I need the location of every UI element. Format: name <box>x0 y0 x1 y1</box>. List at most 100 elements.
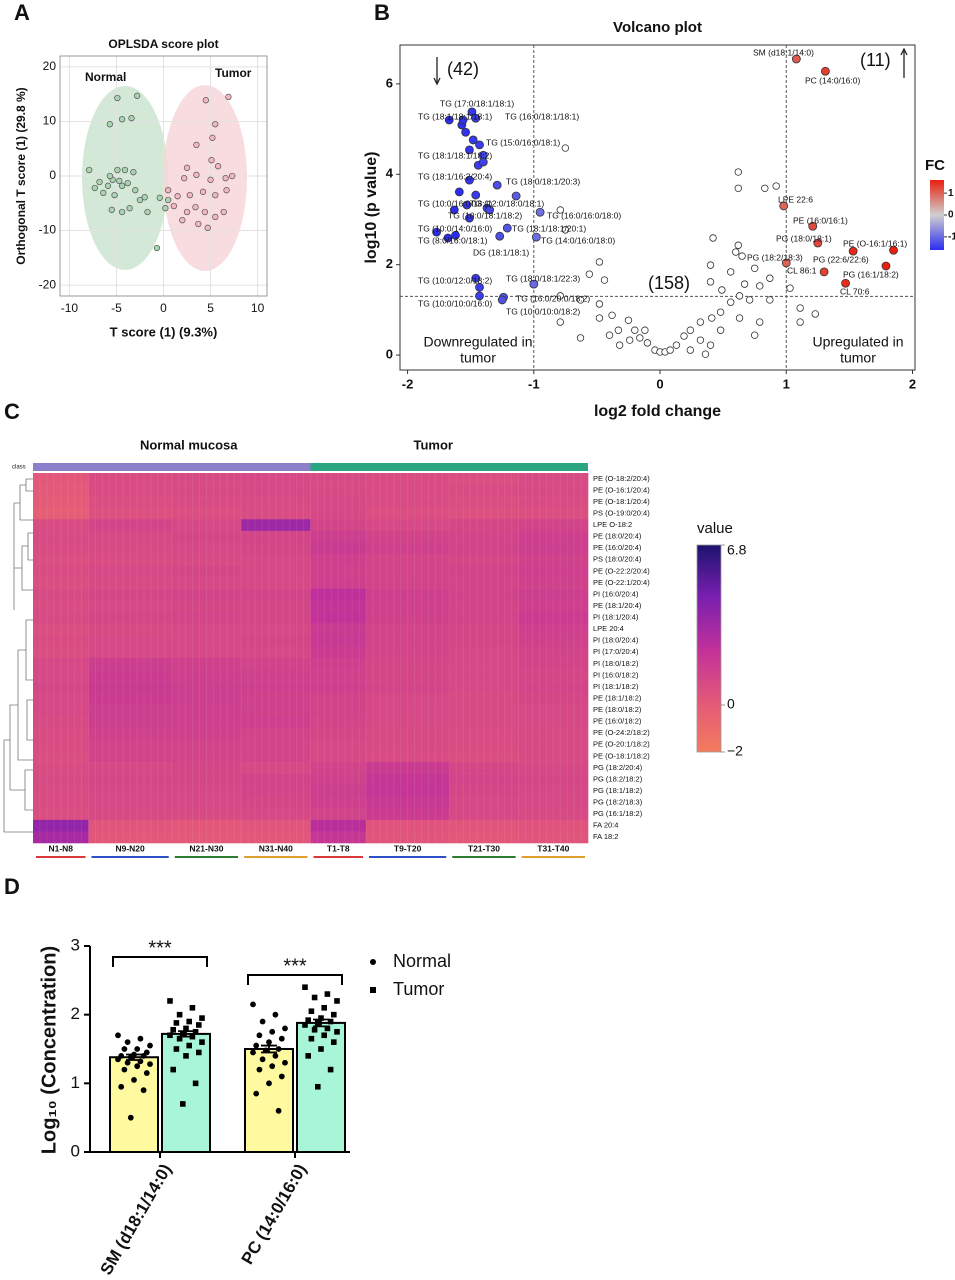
point <box>475 140 484 150</box>
heatmap-cell <box>171 646 242 659</box>
data-point <box>321 1032 327 1039</box>
point <box>475 282 484 292</box>
data-point <box>121 1066 128 1073</box>
heatmap-cell <box>88 727 173 740</box>
data-point <box>327 1066 334 1073</box>
heatmap-cell <box>310 530 367 543</box>
heatmap-cell <box>88 473 173 485</box>
annotation: (11) <box>860 50 891 70</box>
point <box>750 331 759 339</box>
heatmap-cell <box>449 507 519 520</box>
heatmap-cell <box>449 577 519 589</box>
point <box>202 97 209 104</box>
group-label: N9-N20 <box>115 843 145 853</box>
heatmap-cell <box>518 704 589 717</box>
data-point <box>253 1090 260 1097</box>
point <box>696 336 705 344</box>
data-point <box>115 1032 121 1039</box>
x-tick-label: PC (14:0/16:0) <box>238 1161 311 1268</box>
point <box>458 115 468 125</box>
heatmap-cell <box>310 507 367 520</box>
heatmap-cell <box>171 796 242 809</box>
row-label: PI (16:0/20:4) <box>593 589 639 598</box>
heatmap-cell <box>88 669 173 682</box>
heatmap-cell <box>171 785 242 798</box>
point-label: PE (16:0/16:1) <box>793 215 848 225</box>
heatmap-cell <box>518 658 589 670</box>
heatmap-cell <box>88 785 173 798</box>
heatmap-cell <box>310 658 367 670</box>
heatmap-cell <box>310 634 367 647</box>
heatmap-cell <box>449 715 519 728</box>
heatmap-cell <box>88 542 173 555</box>
data-point <box>266 1080 272 1087</box>
point <box>222 175 229 182</box>
heatmap-cell <box>366 727 450 740</box>
heatmap-cell <box>310 646 367 659</box>
heatmap-cell <box>366 738 450 751</box>
heatmap-cell <box>33 796 89 809</box>
heatmap-cell <box>310 577 367 589</box>
point <box>561 144 570 152</box>
point <box>796 318 804 326</box>
point <box>734 184 742 192</box>
point <box>179 217 186 224</box>
point <box>820 66 830 76</box>
point <box>614 326 623 334</box>
heatmap-cell <box>171 553 242 566</box>
heatmap-cell <box>241 785 311 798</box>
point <box>595 300 604 308</box>
heatmap-cell <box>88 565 173 578</box>
heatmap-cell <box>241 577 311 589</box>
point-label: CL 70:6 <box>840 286 870 296</box>
heatmap-cell <box>449 588 519 601</box>
point <box>201 208 209 216</box>
heatmap-cell <box>518 484 589 497</box>
heatmap-cell <box>88 808 173 821</box>
series-label: Normal <box>85 70 126 84</box>
point <box>174 193 181 200</box>
row-label: PI (16:0/18:2) <box>593 670 639 679</box>
point <box>165 196 172 204</box>
heatmap-cell <box>88 577 173 589</box>
data-point <box>199 1039 205 1045</box>
heatmap-cell <box>88 623 173 636</box>
heatmap-cell <box>33 808 89 821</box>
data-point <box>318 1046 324 1052</box>
significance-bracket <box>112 956 208 967</box>
heatmap-cell <box>33 484 89 497</box>
point <box>170 202 178 210</box>
point <box>449 205 459 215</box>
point-label: TG (8:0/16:0/18:1) <box>418 235 488 245</box>
point <box>881 261 891 271</box>
data-point <box>199 1015 205 1021</box>
point <box>114 94 121 102</box>
point <box>600 276 609 284</box>
data-point <box>259 1018 266 1025</box>
heatmap-cell <box>171 507 242 520</box>
heatmap-cell <box>171 542 242 555</box>
data-point <box>192 1029 199 1035</box>
error-bar <box>126 1053 142 1061</box>
x-tick-label: -5 <box>111 301 122 315</box>
heatmap-cell <box>88 634 173 647</box>
heatmap-cell <box>33 658 89 670</box>
heatmap-cell <box>241 646 311 659</box>
data-point <box>140 1052 147 1059</box>
point <box>672 341 681 349</box>
heatmap-cell <box>241 611 311 624</box>
significance-label: *** <box>283 955 307 977</box>
data-point <box>167 998 173 1004</box>
heatmap-cell <box>88 750 173 763</box>
heatmap-cell <box>241 692 311 705</box>
row-label: FA 18:2 <box>593 832 618 841</box>
data-point <box>186 1042 192 1049</box>
heatmap-cell <box>88 692 173 705</box>
error-bar <box>313 1018 329 1028</box>
row-label: PI (18:1/18:2) <box>593 682 639 691</box>
region-label: tumor <box>460 350 496 366</box>
data-point <box>170 1066 176 1073</box>
heatmap-cell <box>518 785 589 798</box>
heatmap-cell <box>310 831 367 844</box>
